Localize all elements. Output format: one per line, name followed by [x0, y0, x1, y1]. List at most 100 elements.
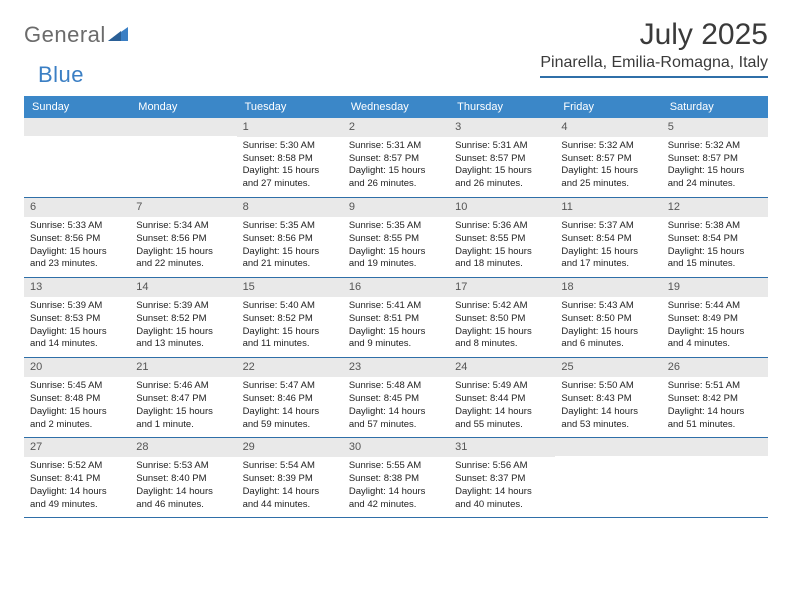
day-body: Sunrise: 5:39 AMSunset: 8:52 PMDaylight:…: [130, 297, 236, 357]
daylight-line: Daylight: 15 hours and 26 minutes.: [455, 165, 549, 191]
day-body: Sunrise: 5:42 AMSunset: 8:50 PMDaylight:…: [449, 297, 555, 357]
sunset-line: Sunset: 8:54 PM: [668, 233, 762, 246]
day-body: Sunrise: 5:41 AMSunset: 8:51 PMDaylight:…: [343, 297, 449, 357]
sunrise-line: Sunrise: 5:44 AM: [668, 300, 762, 313]
day-body: Sunrise: 5:43 AMSunset: 8:50 PMDaylight:…: [555, 297, 661, 357]
day-body: Sunrise: 5:50 AMSunset: 8:43 PMDaylight:…: [555, 377, 661, 437]
day-number: 22: [237, 358, 343, 377]
day-cell: 14Sunrise: 5:39 AMSunset: 8:52 PMDayligh…: [130, 278, 236, 357]
day-number: [130, 118, 236, 136]
daylight-line: Daylight: 15 hours and 17 minutes.: [561, 246, 655, 272]
daylight-line: Daylight: 14 hours and 49 minutes.: [30, 486, 124, 512]
sunset-line: Sunset: 8:37 PM: [455, 473, 549, 486]
day-body: Sunrise: 5:49 AMSunset: 8:44 PMDaylight:…: [449, 377, 555, 437]
daylight-line: Daylight: 15 hours and 18 minutes.: [455, 246, 549, 272]
day-number: 4: [555, 118, 661, 137]
day-number: 12: [662, 198, 768, 217]
month-title: July 2025: [540, 18, 768, 52]
sunset-line: Sunset: 8:56 PM: [136, 233, 230, 246]
sunrise-line: Sunrise: 5:33 AM: [30, 220, 124, 233]
day-header-row: Sunday Monday Tuesday Wednesday Thursday…: [24, 96, 768, 118]
sunset-line: Sunset: 8:57 PM: [349, 153, 443, 166]
daylight-line: Daylight: 15 hours and 21 minutes.: [243, 246, 337, 272]
sunrise-line: Sunrise: 5:39 AM: [30, 300, 124, 313]
day-header-wed: Wednesday: [343, 96, 449, 118]
day-body: Sunrise: 5:53 AMSunset: 8:40 PMDaylight:…: [130, 457, 236, 517]
day-body: Sunrise: 5:39 AMSunset: 8:53 PMDaylight:…: [24, 297, 130, 357]
location-text: Pinarella, Emilia-Romagna, Italy: [540, 54, 768, 78]
day-body: Sunrise: 5:31 AMSunset: 8:57 PMDaylight:…: [449, 137, 555, 197]
day-body: Sunrise: 5:32 AMSunset: 8:57 PMDaylight:…: [555, 137, 661, 197]
day-number: 13: [24, 278, 130, 297]
day-cell: 28Sunrise: 5:53 AMSunset: 8:40 PMDayligh…: [130, 438, 236, 517]
sunrise-line: Sunrise: 5:31 AM: [455, 140, 549, 153]
day-number: [662, 438, 768, 456]
daylight-line: Daylight: 14 hours and 51 minutes.: [668, 406, 762, 432]
sunset-line: Sunset: 8:44 PM: [455, 393, 549, 406]
sunrise-line: Sunrise: 5:38 AM: [668, 220, 762, 233]
day-number: 1: [237, 118, 343, 137]
day-body: Sunrise: 5:36 AMSunset: 8:55 PMDaylight:…: [449, 217, 555, 277]
daylight-line: Daylight: 15 hours and 15 minutes.: [668, 246, 762, 272]
sunrise-line: Sunrise: 5:45 AM: [30, 380, 124, 393]
day-body: Sunrise: 5:47 AMSunset: 8:46 PMDaylight:…: [237, 377, 343, 437]
day-cell: 5Sunrise: 5:32 AMSunset: 8:57 PMDaylight…: [662, 118, 768, 197]
day-cell: 1Sunrise: 5:30 AMSunset: 8:58 PMDaylight…: [237, 118, 343, 197]
logo-text-blue: Blue: [38, 62, 84, 88]
day-cell: [555, 438, 661, 517]
sunrise-line: Sunrise: 5:35 AM: [349, 220, 443, 233]
daylight-line: Daylight: 15 hours and 25 minutes.: [561, 165, 655, 191]
daylight-line: Daylight: 15 hours and 27 minutes.: [243, 165, 337, 191]
day-number: 24: [449, 358, 555, 377]
daylight-line: Daylight: 15 hours and 26 minutes.: [349, 165, 443, 191]
daylight-line: Daylight: 15 hours and 14 minutes.: [30, 326, 124, 352]
day-header-sun: Sunday: [24, 96, 130, 118]
day-cell: 2Sunrise: 5:31 AMSunset: 8:57 PMDaylight…: [343, 118, 449, 197]
sunrise-line: Sunrise: 5:42 AM: [455, 300, 549, 313]
day-body: Sunrise: 5:32 AMSunset: 8:57 PMDaylight:…: [662, 137, 768, 197]
day-header-sat: Saturday: [662, 96, 768, 118]
day-number: 16: [343, 278, 449, 297]
day-cell: 21Sunrise: 5:46 AMSunset: 8:47 PMDayligh…: [130, 358, 236, 437]
sunrise-line: Sunrise: 5:31 AM: [349, 140, 443, 153]
day-cell: 24Sunrise: 5:49 AMSunset: 8:44 PMDayligh…: [449, 358, 555, 437]
day-cell: 3Sunrise: 5:31 AMSunset: 8:57 PMDaylight…: [449, 118, 555, 197]
sunrise-line: Sunrise: 5:55 AM: [349, 460, 443, 473]
week-row: 13Sunrise: 5:39 AMSunset: 8:53 PMDayligh…: [24, 278, 768, 358]
sunset-line: Sunset: 8:40 PM: [136, 473, 230, 486]
day-number: [555, 438, 661, 456]
day-number: 31: [449, 438, 555, 457]
daylight-line: Daylight: 14 hours and 46 minutes.: [136, 486, 230, 512]
week-row: 6Sunrise: 5:33 AMSunset: 8:56 PMDaylight…: [24, 198, 768, 278]
day-number: 3: [449, 118, 555, 137]
sunset-line: Sunset: 8:48 PM: [30, 393, 124, 406]
sunrise-line: Sunrise: 5:32 AM: [561, 140, 655, 153]
sunset-line: Sunset: 8:57 PM: [561, 153, 655, 166]
day-cell: [662, 438, 768, 517]
day-body: Sunrise: 5:48 AMSunset: 8:45 PMDaylight:…: [343, 377, 449, 437]
day-number: 10: [449, 198, 555, 217]
sunrise-line: Sunrise: 5:53 AM: [136, 460, 230, 473]
day-cell: 30Sunrise: 5:55 AMSunset: 8:38 PMDayligh…: [343, 438, 449, 517]
day-number: 20: [24, 358, 130, 377]
day-number: 8: [237, 198, 343, 217]
day-cell: 27Sunrise: 5:52 AMSunset: 8:41 PMDayligh…: [24, 438, 130, 517]
day-number: 30: [343, 438, 449, 457]
sunrise-line: Sunrise: 5:34 AM: [136, 220, 230, 233]
day-cell: 18Sunrise: 5:43 AMSunset: 8:50 PMDayligh…: [555, 278, 661, 357]
day-cell: 17Sunrise: 5:42 AMSunset: 8:50 PMDayligh…: [449, 278, 555, 357]
day-number: 9: [343, 198, 449, 217]
daylight-line: Daylight: 15 hours and 11 minutes.: [243, 326, 337, 352]
sunrise-line: Sunrise: 5:41 AM: [349, 300, 443, 313]
day-number: 7: [130, 198, 236, 217]
logo-text-gray: General: [24, 22, 106, 48]
sunset-line: Sunset: 8:50 PM: [561, 313, 655, 326]
day-cell: 26Sunrise: 5:51 AMSunset: 8:42 PMDayligh…: [662, 358, 768, 437]
day-cell: 25Sunrise: 5:50 AMSunset: 8:43 PMDayligh…: [555, 358, 661, 437]
sunrise-line: Sunrise: 5:52 AM: [30, 460, 124, 473]
sunset-line: Sunset: 8:52 PM: [136, 313, 230, 326]
day-cell: [130, 118, 236, 197]
day-body: Sunrise: 5:46 AMSunset: 8:47 PMDaylight:…: [130, 377, 236, 437]
day-cell: 23Sunrise: 5:48 AMSunset: 8:45 PMDayligh…: [343, 358, 449, 437]
day-cell: 29Sunrise: 5:54 AMSunset: 8:39 PMDayligh…: [237, 438, 343, 517]
